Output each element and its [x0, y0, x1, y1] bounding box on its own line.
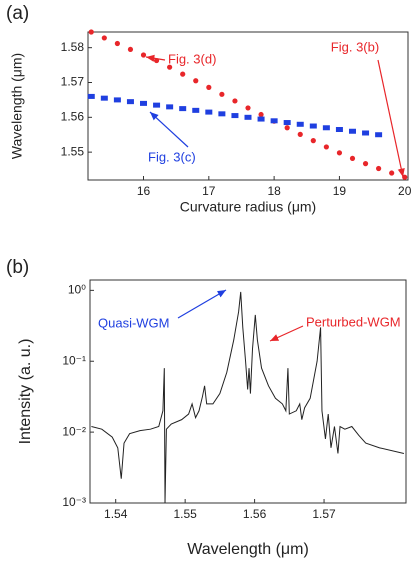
point [322, 125, 330, 131]
point [309, 123, 317, 129]
point [323, 144, 329, 150]
x-tick-label: 1.55 [173, 507, 197, 521]
annotation-arrow [377, 59, 405, 178]
x-axis-title: Curvature radius (μm) [180, 199, 316, 215]
y-tick-label: 1.58 [61, 40, 85, 54]
point [167, 64, 173, 70]
point [270, 118, 278, 124]
y-tick-label: 1.55 [61, 144, 85, 158]
y-axis-title: Intensity (a. u.) [17, 339, 34, 445]
x-tick-label: 17 [202, 184, 216, 198]
point [283, 120, 291, 126]
x-tick-label: 19 [333, 184, 347, 198]
point [153, 102, 161, 108]
point [114, 40, 120, 47]
annotation-arrow [177, 289, 227, 319]
point [100, 95, 108, 101]
point [87, 93, 95, 99]
point [284, 125, 290, 131]
point [127, 46, 134, 53]
point [140, 52, 147, 58]
point [375, 132, 383, 138]
point [192, 107, 200, 113]
point [205, 109, 213, 115]
point [348, 128, 356, 134]
x-tick-label: 16 [137, 184, 151, 198]
y-tick-label: 10⁰ [68, 283, 86, 297]
x-tick-label: 1.56 [243, 507, 267, 521]
annotation: Perturbed-WGM [306, 314, 401, 329]
point [231, 113, 239, 119]
annotation: Fig. 3(c) [148, 149, 196, 164]
point [297, 131, 303, 137]
annotation: Quasi-WGM [98, 315, 170, 330]
point [193, 78, 199, 84]
point [206, 84, 212, 90]
annotation: Fig. 3(b) [331, 39, 379, 54]
x-tick-label: 18 [267, 184, 281, 198]
point [126, 99, 134, 105]
y-tick-label: 1.56 [61, 109, 85, 123]
point [245, 105, 251, 111]
y-tick-label: 1.57 [61, 75, 85, 89]
y-tick-label: 10⁻¹ [62, 353, 86, 367]
point [218, 111, 226, 117]
point [180, 71, 186, 77]
point [257, 116, 265, 122]
point [166, 104, 174, 110]
y-axis-title: Wavelength (μm) [9, 53, 25, 159]
point [101, 35, 107, 41]
y-tick-label: 10⁻² [62, 424, 86, 438]
x-tick-label: 20 [398, 184, 412, 198]
x-tick-label: 1.57 [312, 507, 336, 521]
point [88, 29, 94, 35]
x-tick-label: 1.54 [104, 507, 128, 521]
plot-frame [87, 31, 409, 181]
point [113, 97, 121, 103]
y-tick-label: 10⁻³ [62, 495, 86, 509]
point [362, 161, 369, 167]
point [140, 100, 148, 106]
point [362, 130, 370, 136]
point [349, 155, 356, 162]
point [376, 165, 382, 172]
panel-label: (a) [6, 3, 29, 24]
point [310, 138, 316, 144]
point [258, 111, 264, 118]
annotation-arrow [269, 325, 304, 342]
annotation-arrow [149, 111, 189, 148]
point [179, 106, 187, 112]
point [232, 98, 238, 104]
spectrum-line [91, 291, 405, 504]
x-axis-title: Wavelength (μm) [187, 541, 309, 558]
point [219, 91, 225, 97]
point [389, 170, 395, 176]
panel-label: (b) [6, 257, 29, 278]
point [296, 121, 304, 127]
point [335, 127, 343, 133]
point [336, 150, 343, 156]
point [244, 114, 252, 120]
annotation: Fig. 3(d) [168, 51, 216, 66]
plot-frame [89, 279, 407, 504]
annotation-arrow [145, 54, 166, 62]
